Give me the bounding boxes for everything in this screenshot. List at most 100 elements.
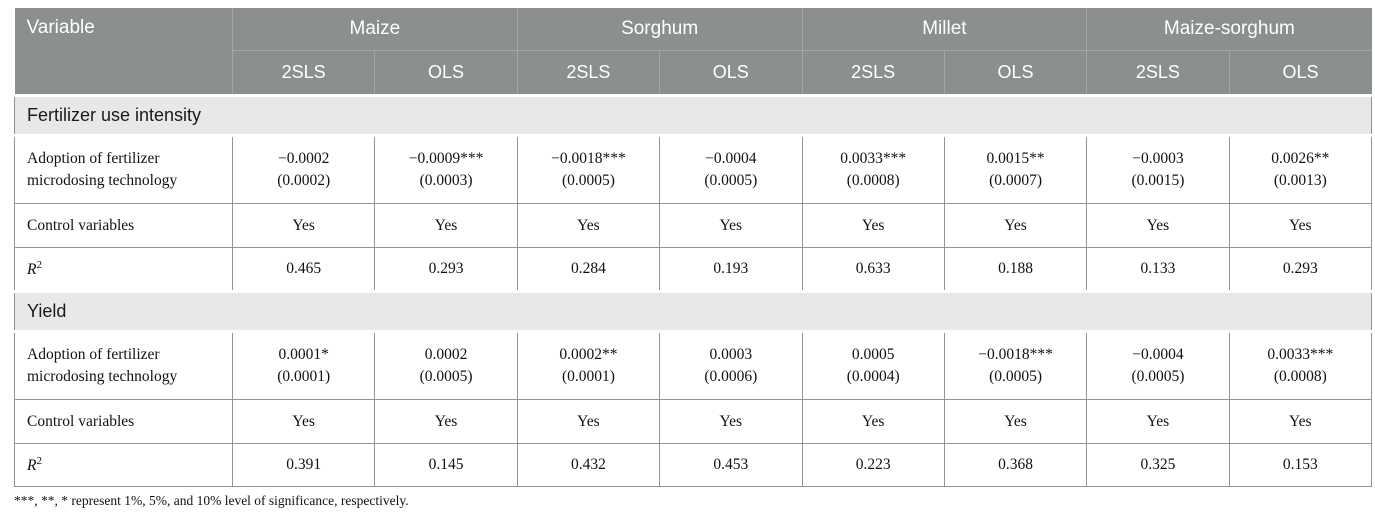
coef-value: −0.0009*** (408, 149, 484, 167)
cell-text: Yes (516, 399, 661, 444)
cell-text: Yes (943, 203, 1088, 248)
cell-coef: −0.0009*** (0.0003) (374, 135, 518, 204)
std-error: (0.0013) (1273, 172, 1327, 189)
std-error: (0.0005) (561, 172, 615, 189)
coef-value: 0.0026** (1271, 149, 1330, 167)
std-error: (0.0007) (989, 172, 1043, 189)
cell-text: Yes (801, 203, 945, 248)
cell-coef: 0.0002 (0.0005) (374, 331, 518, 400)
cell-text: Yes (801, 399, 945, 444)
table-row: Adoption of fertilizer microdosing techn… (14, 135, 1373, 204)
cell-coef: 0.0015** (0.0007) (943, 135, 1088, 204)
table-row: Adoption of fertilizer microdosing techn… (14, 331, 1373, 400)
cell-text: Yes (231, 399, 376, 444)
table-row: Control variables Yes Yes Yes Yes Yes Ye… (14, 203, 1373, 248)
table-row: Control variables Yes Yes Yes Yes Yes Ye… (14, 399, 1373, 444)
cell-text: Yes (943, 399, 1088, 444)
section-header-yield: Yield (14, 290, 1372, 333)
std-error: (0.0002) (277, 172, 331, 189)
subcolumn-sorghum-ols: OLS (659, 50, 802, 96)
cell-coef: −0.0018*** (0.0005) (516, 135, 661, 204)
cell-coef: −0.0004 (0.0005) (1086, 331, 1230, 400)
subcolumn-millet-ols: OLS (943, 50, 1087, 96)
column-group-maize: Maize (232, 8, 518, 51)
header-sub-row: 2SLS OLS 2SLS OLS 2SLS OLS 2SLS OLS (15, 50, 1372, 96)
cell-r2: 0.633 (801, 247, 945, 292)
r-symbol: R (27, 457, 37, 475)
cell-r2: 0.223 (801, 443, 945, 487)
std-error: (0.0005) (1131, 368, 1185, 385)
subcolumn-maize-2sls: 2SLS (231, 50, 375, 96)
cell-r2: 0.432 (516, 443, 661, 487)
cell-text: Yes (1086, 399, 1230, 444)
cell-coef: 0.0003 (0.0006) (659, 331, 803, 400)
row-label-control-variables: Control variables (14, 203, 233, 248)
section-title: Yield (14, 290, 1372, 333)
cell-r2: 0.453 (659, 443, 803, 487)
cell-r2: 0.153 (1228, 443, 1373, 487)
regression-results-table: Variable Maize Sorghum Millet Maize-sorg… (14, 8, 1373, 487)
subcolumn-sorghum-2sls: 2SLS (516, 50, 660, 96)
coef-value: 0.0015** (986, 149, 1045, 167)
cell-coef: −0.0004 (0.0005) (659, 135, 803, 204)
coef-value: −0.0018*** (551, 149, 626, 167)
coef-value: 0.0003 (709, 345, 753, 363)
std-error: (0.0001) (277, 368, 331, 385)
cell-text: Yes (659, 399, 803, 444)
cell-text: Yes (231, 203, 376, 248)
cell-r2: 0.465 (231, 247, 376, 292)
cell-coef: −0.0002 (0.0002) (231, 135, 376, 204)
coef-value: 0.0001* (278, 345, 329, 363)
table-header: Variable Maize Sorghum Millet Maize-sorg… (14, 8, 1372, 96)
coef-value: −0.0004 (1132, 345, 1184, 363)
cell-text: Yes (374, 399, 518, 444)
cell-r2: 0.293 (1228, 247, 1373, 292)
row-label-control-variables: Control variables (14, 399, 233, 444)
coef-value: 0.0002 (424, 345, 468, 363)
r-exponent: 2 (36, 258, 42, 271)
cell-text: Yes (1086, 203, 1230, 248)
std-error: (0.0005) (989, 368, 1043, 385)
coef-value: −0.0018*** (978, 345, 1053, 363)
section-header-fertilizer-use-intensity: Fertilizer use intensity (14, 94, 1372, 137)
cell-coef: −0.0003 (0.0015) (1086, 135, 1230, 204)
cell-coef: 0.0002** (0.0001) (516, 331, 661, 400)
coef-value: 0.0005 (851, 345, 895, 363)
cell-text: Yes (516, 203, 661, 248)
std-error: (0.0008) (846, 172, 900, 189)
subcolumn-maize-sorghum-ols: OLS (1228, 50, 1372, 96)
std-error: (0.0005) (704, 172, 758, 189)
cell-r2: 0.133 (1086, 247, 1230, 292)
section-title: Fertilizer use intensity (14, 94, 1372, 137)
cell-coef: −0.0018*** (0.0005) (943, 331, 1088, 400)
table-row: R2 0.465 0.293 0.284 0.193 0.633 0.188 0… (14, 247, 1373, 292)
r-symbol: R (27, 261, 37, 279)
coef-value: −0.0003 (1132, 149, 1184, 167)
cell-coef: 0.0033*** (0.0008) (1228, 331, 1373, 400)
cell-r2: 0.284 (516, 247, 661, 292)
cell-r2: 0.145 (374, 443, 518, 487)
std-error: (0.0001) (561, 368, 615, 385)
cell-text: Yes (659, 203, 803, 248)
column-group-sorghum: Sorghum (516, 8, 802, 51)
cell-coef: 0.0026** (0.0013) (1228, 135, 1373, 204)
row-label-adoption: Adoption of fertilizer microdosing techn… (14, 135, 233, 204)
coef-value: 0.0002** (559, 345, 618, 363)
cell-text: Yes (374, 203, 518, 248)
row-label-adoption: Adoption of fertilizer microdosing techn… (14, 331, 233, 400)
cell-coef: 0.0001* (0.0001) (231, 331, 376, 400)
coef-value: −0.0004 (705, 149, 757, 167)
cell-text: Yes (1228, 203, 1373, 248)
cell-coef: 0.0005 (0.0004) (801, 331, 945, 400)
cell-r2: 0.325 (1086, 443, 1230, 487)
cell-coef: 0.0033*** (0.0008) (801, 135, 945, 204)
std-error: (0.0015) (1131, 172, 1185, 189)
std-error: (0.0004) (846, 368, 900, 385)
std-error: (0.0008) (1273, 368, 1327, 385)
cell-r2: 0.293 (374, 247, 518, 292)
cell-r2: 0.368 (943, 443, 1088, 487)
coef-value: −0.0002 (278, 149, 330, 167)
cell-r2: 0.188 (943, 247, 1088, 292)
r-exponent: 2 (36, 454, 42, 467)
